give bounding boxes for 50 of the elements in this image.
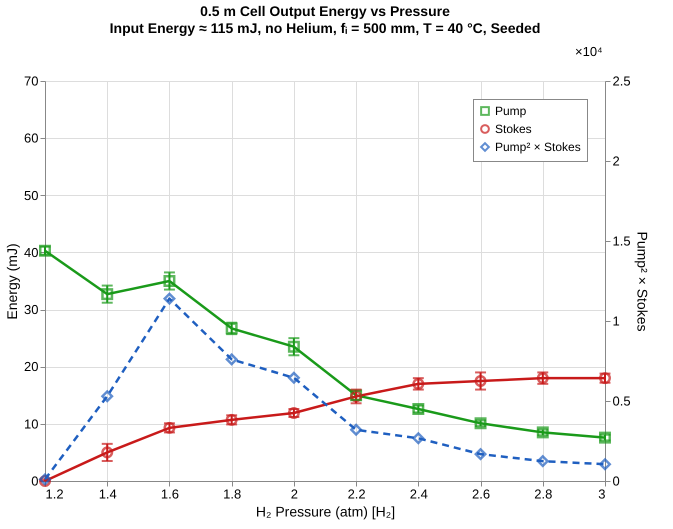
point [288,372,300,384]
legend-label: Stokes [495,122,532,136]
y2-tick-label: 1.5 [612,234,631,248]
y2-tick-label: 1 [612,314,620,328]
x-tick-label: 2.8 [534,486,552,502]
point [599,458,611,470]
point [350,424,362,436]
chart-title: 0.5 m Cell Output Energy vs Pressure [200,3,450,19]
text: ×10⁴ [575,44,603,59]
point [599,372,611,384]
x-axis-title: H₂ Pressure (atm) [H₂] [256,504,396,520]
point [163,275,176,287]
y-tick-label: 20 [24,359,38,374]
point [101,288,114,300]
x-tick-label: 3 [598,486,606,502]
y-axis-title: Energy (mJ) [4,243,20,320]
y-tick-label: 60 [24,130,38,146]
x-tick-label: 1.2 [46,486,64,502]
y2-tick-label: 0 [612,474,620,488]
point [474,448,487,460]
point [101,446,114,458]
x-tick-label: 2.2 [348,486,366,502]
point [288,340,300,353]
point [226,353,238,366]
x-tick-label: 1.4 [98,486,117,502]
legend-label: Pump² × Stokes [495,140,581,154]
y2-axis-title: Pump² × Stokes [634,232,651,332]
legend-label: Pump [495,104,527,118]
y2-tick-label: 2.5 [612,74,631,88]
point [599,432,611,444]
x-tick-label: 2 [290,486,298,502]
x-tick-label: 2.4 [410,486,428,502]
point [536,426,549,438]
x-tick-label: 2.6 [472,486,490,502]
y2-tick-label: 0.5 [612,394,631,408]
x-tick-label: 1.6 [160,486,179,502]
point [163,292,176,305]
point [101,390,114,402]
x-tick-label: 1.8 [223,486,242,502]
y-tick-label: 50 [24,188,38,203]
y-tick-label: 70 [24,74,38,88]
chart-subtitle: Input Energy ≈ 115 mJ, no Helium, fᵢ = 500 mm, T = 40 °C, Seeded [110,20,540,36]
point [412,432,424,444]
y-tick-label: 0 [31,474,38,488]
y-tick-label: 30 [24,302,38,318]
point [536,455,549,468]
y-tick-label: 10 [24,416,38,432]
y-tick-label: 40 [24,244,38,260]
point [474,375,487,387]
y2-tick-label: 2 [612,154,620,168]
